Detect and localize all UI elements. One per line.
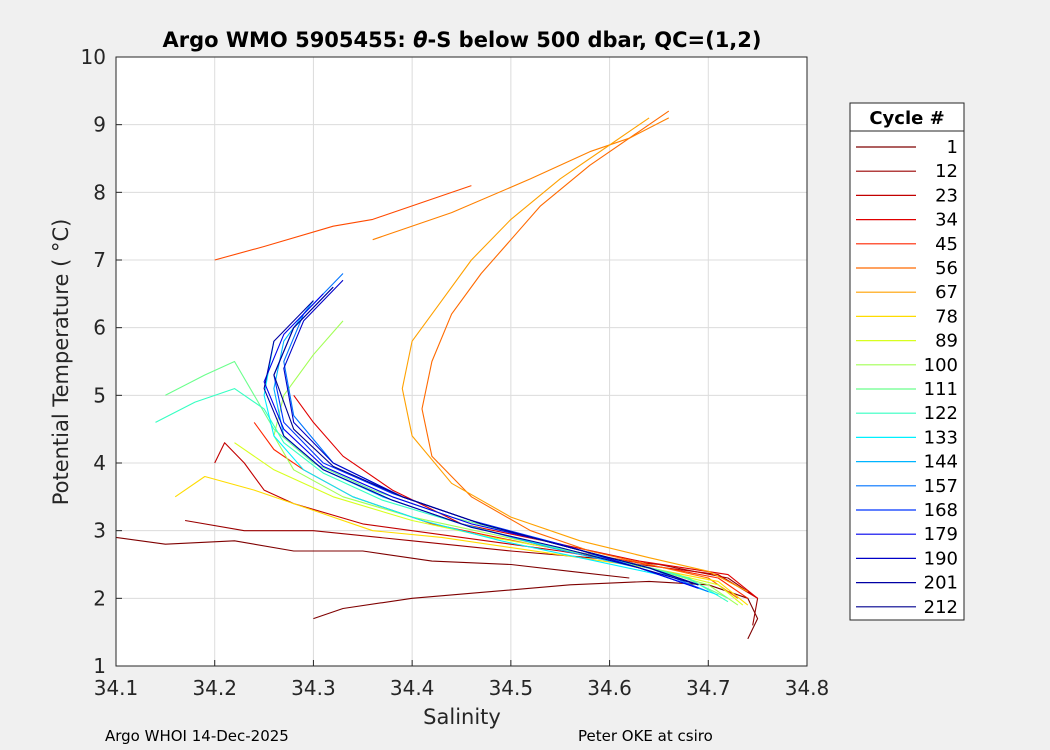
series-line-cycle-45 bbox=[253, 422, 749, 599]
x-tick-label: 34.5 bbox=[489, 676, 534, 700]
series-line-cycle-78 bbox=[174, 475, 749, 606]
series-line-cycle-60 bbox=[372, 117, 670, 241]
legend-title: Cycle # bbox=[869, 108, 944, 129]
legend-label: 34 bbox=[935, 210, 958, 231]
series-line-cycle-1 bbox=[116, 536, 630, 579]
series-line-cycle-67 bbox=[401, 117, 749, 593]
legend-label: 56 bbox=[935, 258, 958, 279]
legend-label: 12 bbox=[935, 161, 958, 182]
legend-label: 144 bbox=[924, 452, 958, 473]
legend-label: 45 bbox=[935, 234, 958, 255]
x-tick-label: 34.7 bbox=[686, 676, 731, 700]
y-tick-label: 10 bbox=[81, 45, 106, 69]
legend-label: 190 bbox=[924, 548, 958, 569]
legend-label: 78 bbox=[935, 306, 958, 327]
legend-label: 111 bbox=[924, 379, 958, 400]
x-tick-label: 34.2 bbox=[192, 676, 237, 700]
y-tick-label: 7 bbox=[93, 248, 106, 272]
legend-label: 23 bbox=[935, 185, 958, 206]
series-line-cycle-50 bbox=[214, 185, 472, 261]
x-tick-label: 34.3 bbox=[291, 676, 336, 700]
x-tick-label: 34.4 bbox=[390, 676, 435, 700]
y-tick-label: 3 bbox=[93, 519, 106, 543]
series-line-cycle-56 bbox=[421, 110, 739, 599]
series-line-cycle-133 bbox=[263, 341, 719, 596]
footer-right: Peter OKE at csiro bbox=[578, 727, 713, 745]
legend-label: 179 bbox=[924, 524, 958, 545]
series-line-cycle-89 bbox=[234, 442, 744, 606]
legend-entries: 1 12 23 34 45 56 67 78 89 100 111 122 133 144 157 168 17… bbox=[856, 137, 958, 618]
x-axis-label: Salinity bbox=[423, 705, 501, 729]
x-tick-label: 34.1 bbox=[94, 676, 139, 700]
legend-label: 201 bbox=[924, 573, 958, 594]
ticks: 34.1 34.2 34.3 34.4 34.5 34.6 34.7 34.8 1 2 3 4 5 6 7 8… bbox=[81, 45, 830, 700]
legend-label: 212 bbox=[924, 597, 958, 618]
legend-label: 100 bbox=[924, 355, 958, 376]
legend-label: 1 bbox=[947, 137, 958, 158]
series-line-cycle-201 bbox=[263, 300, 699, 586]
y-tick-label: 9 bbox=[93, 113, 106, 137]
series-group bbox=[116, 110, 759, 640]
series-line-cycle-122 bbox=[155, 388, 729, 603]
y-tick-label: 4 bbox=[93, 451, 106, 475]
series-line-cycle-5 bbox=[313, 580, 759, 640]
x-tick-label: 34.8 bbox=[785, 676, 830, 700]
series-line-cycle-179 bbox=[263, 293, 699, 589]
legend: Cycle # 1 12 23 34 45 56 67 78 89 100 111 122 133 144… bbox=[849, 102, 965, 621]
chart-title: Argo WMO 5905455: θ-S below 500 dbar, QC… bbox=[162, 28, 761, 52]
legend-label: 67 bbox=[935, 282, 958, 303]
legend-label: 133 bbox=[924, 427, 958, 448]
footer-left: Argo WHOI 14-Dec-2025 bbox=[105, 727, 289, 745]
y-tick-label: 5 bbox=[93, 383, 106, 407]
series-line-cycle-212 bbox=[273, 286, 699, 586]
legend-label: 157 bbox=[924, 476, 958, 497]
y-tick-label: 1 bbox=[93, 654, 106, 678]
series-line-cycle-12 bbox=[185, 519, 759, 626]
y-axis-label: Potential Temperature ( °C) bbox=[49, 219, 73, 506]
legend-label: 89 bbox=[935, 331, 958, 352]
legend-label: 122 bbox=[924, 403, 958, 424]
y-tick-label: 2 bbox=[93, 586, 106, 610]
y-tick-label: 6 bbox=[93, 316, 106, 340]
y-tick-label: 8 bbox=[93, 180, 106, 204]
x-tick-label: 34.6 bbox=[587, 676, 632, 700]
axes-box bbox=[115, 56, 808, 667]
legend-label: 168 bbox=[924, 500, 958, 521]
plot-area bbox=[116, 57, 807, 666]
